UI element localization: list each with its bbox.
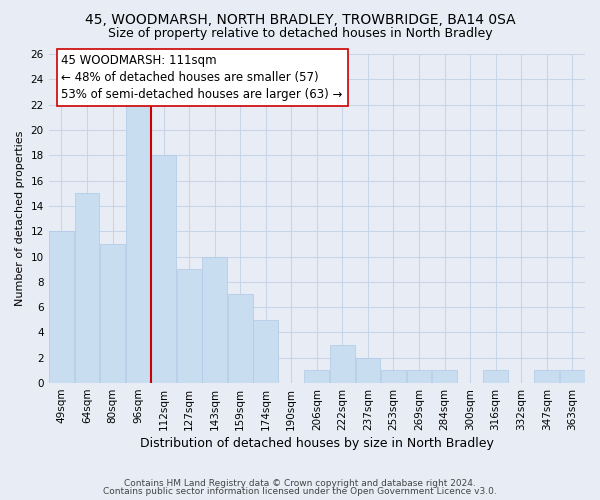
Bar [177, 269, 202, 383]
Bar [535, 370, 559, 383]
Bar [560, 370, 584, 383]
Bar [74, 193, 100, 383]
Y-axis label: Number of detached properties: Number of detached properties [15, 131, 25, 306]
Bar [356, 358, 380, 383]
Bar [151, 156, 176, 383]
Bar [304, 370, 329, 383]
Bar [202, 256, 227, 383]
Text: Contains HM Land Registry data © Crown copyright and database right 2024.: Contains HM Land Registry data © Crown c… [124, 478, 476, 488]
Bar [330, 345, 355, 383]
Text: Contains public sector information licensed under the Open Government Licence v3: Contains public sector information licen… [103, 487, 497, 496]
Bar [253, 320, 278, 383]
Bar [49, 231, 74, 383]
Text: 45 WOODMARSH: 111sqm
← 48% of detached houses are smaller (57)
53% of semi-detac: 45 WOODMARSH: 111sqm ← 48% of detached h… [61, 54, 343, 101]
Bar [432, 370, 457, 383]
Text: Size of property relative to detached houses in North Bradley: Size of property relative to detached ho… [107, 28, 493, 40]
Bar [125, 104, 151, 383]
Bar [100, 244, 125, 383]
Bar [381, 370, 406, 383]
Text: 45, WOODMARSH, NORTH BRADLEY, TROWBRIDGE, BA14 0SA: 45, WOODMARSH, NORTH BRADLEY, TROWBRIDGE… [85, 12, 515, 26]
Bar [407, 370, 431, 383]
Bar [483, 370, 508, 383]
Bar [228, 294, 253, 383]
X-axis label: Distribution of detached houses by size in North Bradley: Distribution of detached houses by size … [140, 437, 494, 450]
